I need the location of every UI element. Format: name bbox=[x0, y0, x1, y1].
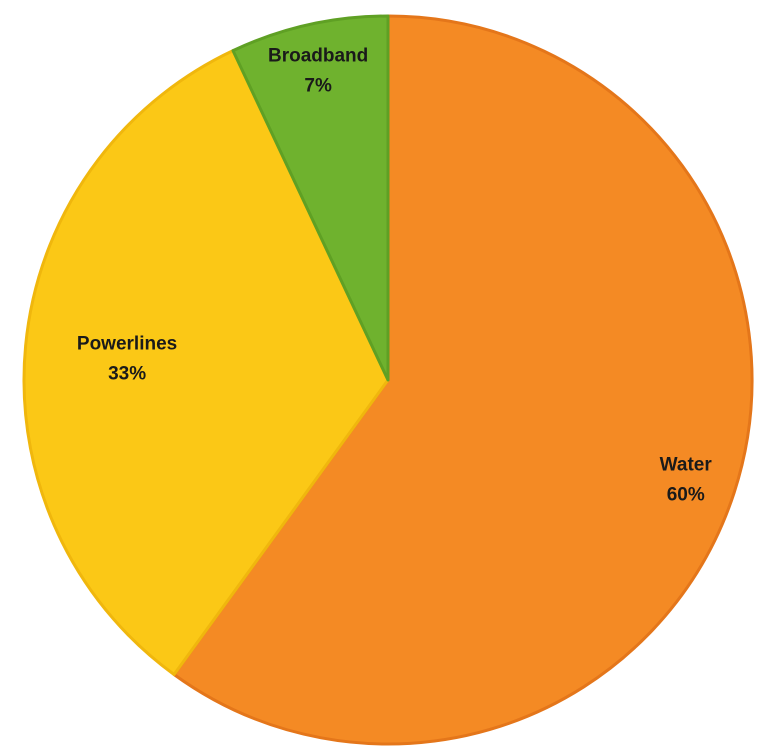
pie-slice-powerlines bbox=[22, 49, 390, 676]
pie-labels: Water 60% Powerlines 33% Broadband 7% bbox=[77, 45, 712, 505]
pie-slices bbox=[22, 14, 754, 746]
slice-value-water: 60% bbox=[667, 485, 705, 506]
slice-value-powerlines: 33% bbox=[108, 363, 146, 384]
slice-label-broadband: Broadband bbox=[268, 45, 368, 66]
pie-slice-broadband bbox=[231, 14, 390, 382]
slice-value-broadband: 7% bbox=[304, 75, 332, 96]
pie-slice-water bbox=[172, 14, 754, 746]
slice-label-powerlines: Powerlines bbox=[77, 333, 177, 354]
slice-label-water: Water bbox=[660, 455, 713, 476]
